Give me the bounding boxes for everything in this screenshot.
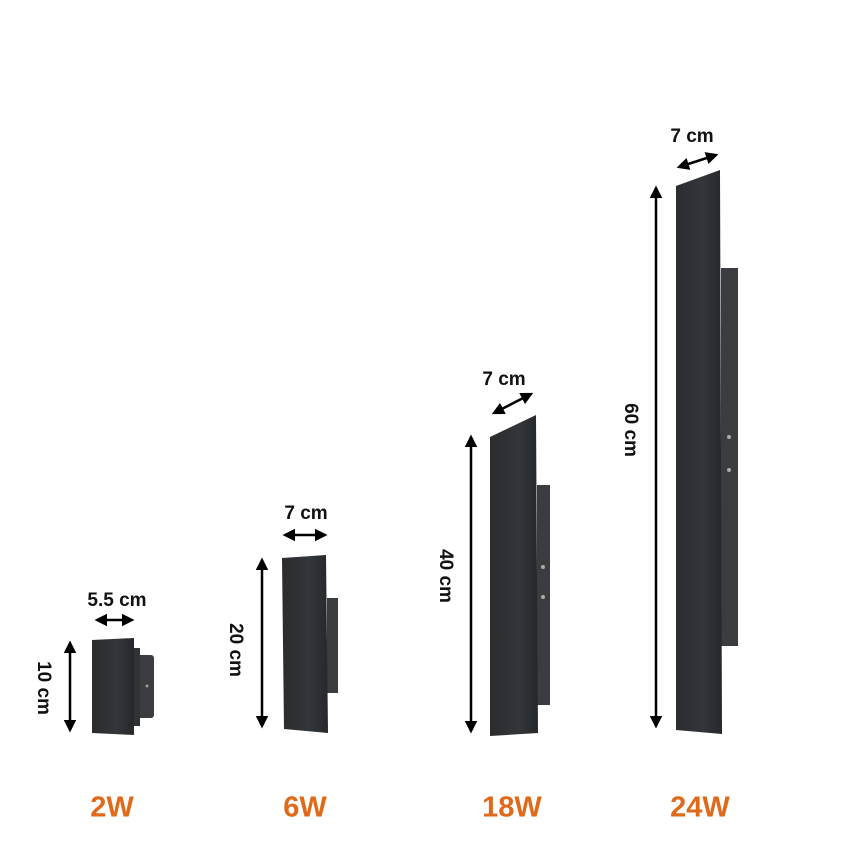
height-label-6w: 20 cm [225,623,246,677]
width-arrow-18w [491,392,534,415]
height-label-24w: 60 cm [620,403,641,457]
width-label-24w: 7 cm [670,126,714,147]
width-label-18w: 7 cm [482,369,526,390]
height-label-18w: 40 cm [435,549,456,603]
power-label-2w: 2W [90,791,134,824]
lamp-18w [490,415,550,736]
power-label-6w: 6W [283,791,327,824]
height-label-2w: 10 cm [33,661,54,715]
width-label-6w: 7 cm [284,503,328,524]
lamp-2w [92,638,154,735]
width-label-2w: 5.5 cm [87,590,147,611]
width-arrow-24w [676,152,719,170]
lamp-24w [676,170,738,734]
power-label-18w: 18W [482,791,542,824]
lamp-6w [282,555,338,733]
power-label-24w: 24W [670,791,730,824]
